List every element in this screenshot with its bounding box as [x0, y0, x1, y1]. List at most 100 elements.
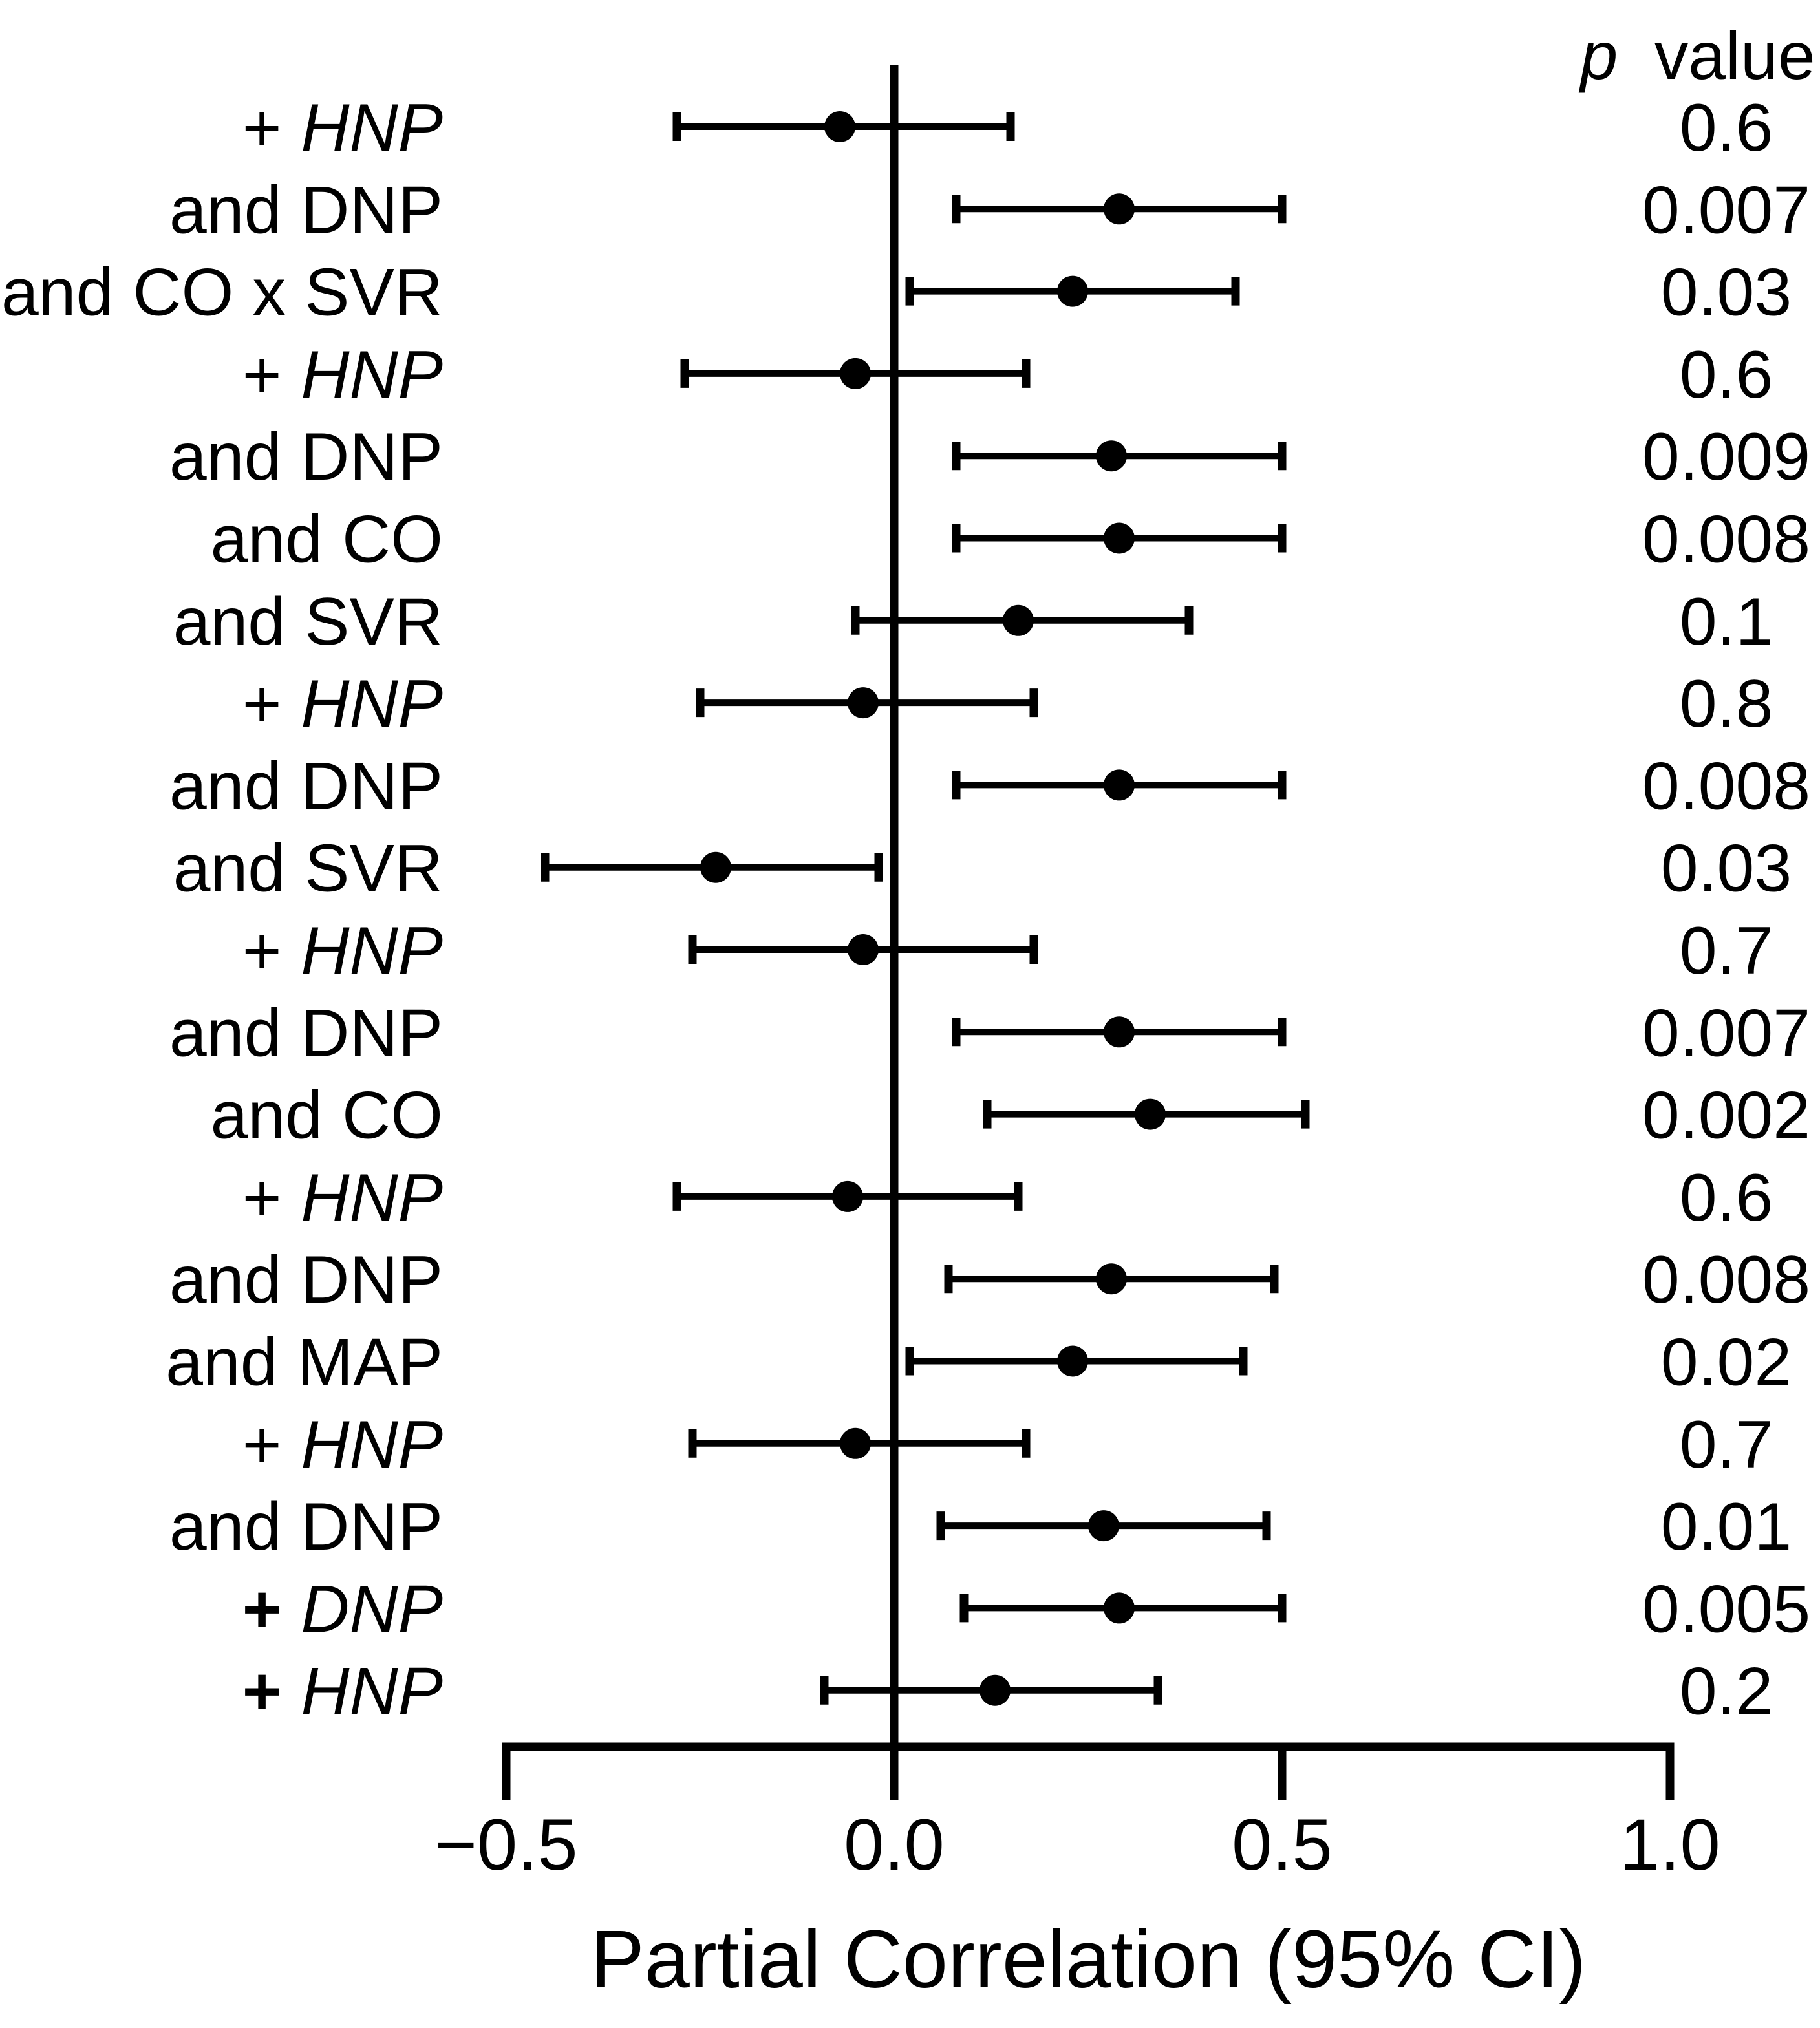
row-label-name: HNP — [301, 91, 443, 165]
row-label-name: HNP — [301, 913, 443, 988]
forest-row: and DNP 0.007 — [169, 173, 1810, 248]
row-label-name: SVR — [305, 831, 443, 906]
p-value: 0.008 — [1642, 1243, 1810, 1318]
x-axis-line — [502, 1742, 1675, 1751]
p-value: 0.8 — [1680, 667, 1773, 742]
point-estimate-marker — [980, 1674, 1011, 1706]
row-label-prefix: and — [169, 749, 282, 824]
forest-row: + HNP 0.2 — [242, 1654, 1773, 1729]
p-column-header-text: value — [1654, 19, 1815, 94]
row-label-prefix: and — [210, 1078, 323, 1153]
forest-row: and SVR 0.1 — [173, 584, 1773, 659]
row-label-name: DNP — [301, 420, 443, 495]
row-label: and DNP — [169, 1489, 443, 1564]
row-label-name: DNP — [301, 1243, 443, 1318]
forest-row: + HNP 0.6 — [242, 91, 1773, 165]
row-label-name: DNP — [301, 173, 443, 248]
p-value: 0.009 — [1642, 420, 1810, 495]
point-estimate-marker — [1057, 275, 1088, 307]
forest-row: + HNP 0.7 — [242, 1407, 1773, 1482]
row-label-prefix: + — [242, 1160, 282, 1235]
row-label-prefix: + — [242, 1654, 282, 1729]
row-label-name: HNP — [301, 1407, 443, 1482]
row-label-name: HNP — [301, 1654, 443, 1729]
row-label: + HNP — [242, 1407, 443, 1482]
forest-row: and SVR 0.03 — [173, 831, 1792, 906]
row-label: and DNP — [169, 749, 443, 824]
p-value: 0.7 — [1680, 913, 1773, 988]
p-column-header: p value — [1578, 19, 1815, 94]
row-label-name: CO — [342, 1078, 443, 1153]
point-estimate-marker — [1096, 1263, 1127, 1295]
p-column-header-symbol: p — [1578, 19, 1618, 94]
point-estimate-marker — [1135, 1098, 1166, 1130]
point-estimate-marker — [1003, 604, 1034, 636]
zero-line-group — [890, 65, 899, 1747]
p-value: 0.008 — [1642, 502, 1810, 577]
row-label: and SVR — [173, 584, 443, 659]
row-label: and CO x SVR — [1, 255, 443, 330]
row-label-name: CO — [342, 502, 443, 577]
row-label: and DNP — [169, 420, 443, 495]
point-estimate-marker — [840, 1427, 871, 1459]
forest-row: and DNP 0.009 — [169, 420, 1810, 495]
x-axis-group: −0.5 0.0 0.5 1.0 — [434, 1742, 1720, 1885]
p-value: 0.03 — [1661, 831, 1792, 906]
row-label-prefix: and — [169, 1489, 282, 1564]
row-label: + HNP — [242, 337, 443, 412]
p-value: 0.007 — [1642, 173, 1810, 248]
point-estimate-marker — [1104, 522, 1135, 554]
forest-row: and CO 0.008 — [210, 502, 1810, 577]
x-axis-title: Partial Correlation (95% CI) — [590, 1914, 1587, 2005]
row-label-name: SVR — [305, 584, 443, 659]
p-value: 0.7 — [1680, 1407, 1773, 1482]
p-value: 0.6 — [1680, 337, 1773, 412]
p-value: 0.007 — [1642, 996, 1810, 1071]
point-estimate-marker — [1096, 440, 1127, 472]
row-label-prefix: and — [173, 831, 286, 906]
row-label-name: HNP — [301, 1160, 443, 1235]
p-value: 0.6 — [1680, 1160, 1773, 1235]
row-label-prefix: and — [169, 1243, 282, 1318]
point-estimate-marker — [848, 934, 879, 965]
x-axis-tick — [1665, 1742, 1675, 1800]
row-label: + HNP — [242, 91, 443, 165]
row-label-prefix: and — [169, 173, 282, 248]
point-estimate-marker — [832, 1180, 863, 1212]
p-value: 0.02 — [1661, 1325, 1792, 1400]
point-estimate-marker — [840, 358, 871, 389]
forest-row: and DNP 0.008 — [169, 749, 1810, 824]
row-label: + HNP — [242, 1654, 443, 1729]
row-label-name: HNP — [301, 337, 443, 412]
forest-row: and DNP 0.007 — [169, 996, 1810, 1071]
point-estimate-marker — [1104, 1016, 1135, 1048]
row-label: and DNP — [169, 173, 443, 248]
forest-row: and CO 0.002 — [210, 1078, 1810, 1153]
x-axis-tick-label: 0.0 — [844, 1804, 945, 1885]
forest-row: + HNP 0.7 — [242, 913, 1773, 988]
point-estimate-marker — [700, 851, 731, 883]
row-label: and CO — [210, 1078, 443, 1153]
x-axis-tick — [1278, 1742, 1287, 1800]
x-axis-tick — [890, 1742, 899, 1800]
point-estimate-marker — [848, 687, 879, 719]
forest-row: and DNP 0.01 — [169, 1489, 1792, 1564]
x-axis-tick — [502, 1742, 511, 1800]
point-estimate-marker — [1104, 769, 1135, 801]
forest-row: and CO x SVR 0.03 — [1, 255, 1792, 330]
x-axis-tick-label: 1.0 — [1620, 1804, 1720, 1885]
point-estimate-marker — [1088, 1510, 1119, 1542]
forest-row: and MAP 0.02 — [166, 1325, 1792, 1400]
p-value: 0.005 — [1642, 1572, 1810, 1647]
forest-row: + HNP 0.8 — [242, 667, 1773, 742]
point-estimate-marker — [1057, 1345, 1088, 1377]
row-label-prefix: + — [242, 913, 282, 988]
row-label-prefix: + — [242, 337, 282, 412]
point-estimate-marker — [824, 111, 855, 142]
row-label-name: DNP — [301, 1572, 443, 1647]
forest-row: + DNP 0.005 — [242, 1572, 1810, 1647]
row-label-name: DNP — [301, 749, 443, 824]
row-label-prefix: and — [210, 502, 323, 577]
